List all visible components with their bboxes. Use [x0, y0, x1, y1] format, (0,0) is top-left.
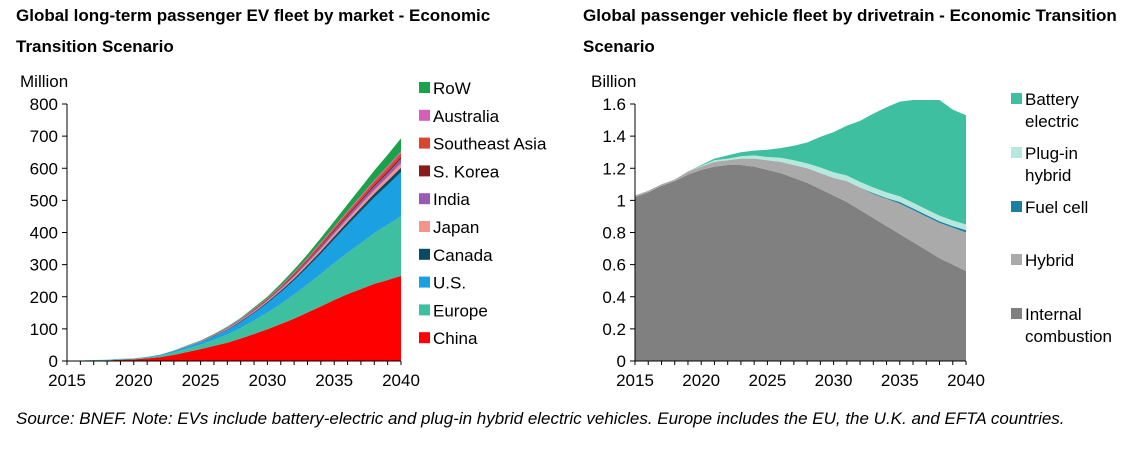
legend-swatch-india — [419, 193, 430, 205]
legend-label-battery-electric: Battery — [1025, 90, 1079, 109]
legend-swatch-fuel-cell — [1011, 201, 1022, 212]
legend-label-plug-in-hybrid: hybrid — [1025, 166, 1071, 185]
legend-label-internal-combustion: combustion — [1025, 327, 1112, 346]
x-tick-label: 2015 — [48, 371, 86, 390]
x-tick-label: 2035 — [315, 371, 353, 390]
legend-swatch-plug-in-hybrid — [1011, 147, 1022, 158]
y-tick-label: 700 — [30, 127, 58, 146]
y-tick-label: 1 — [617, 191, 626, 210]
legend-label-japan: Japan — [433, 218, 479, 237]
legend-label-battery-electric: electric — [1025, 112, 1079, 131]
area-series-battery-electric — [635, 99, 966, 225]
area-series-china — [67, 275, 401, 361]
x-tick-label: 2030 — [248, 371, 286, 390]
source-note: Source: BNEF. Note: EVs include battery-… — [16, 409, 1065, 428]
y-tick-label: 800 — [30, 95, 58, 114]
legend-label-canada: Canada — [433, 246, 493, 265]
legend-swatch-row — [419, 82, 430, 93]
x-tick-label: 2030 — [815, 371, 853, 390]
legend-label-internal-combustion: Internal — [1025, 305, 1082, 324]
legend-swatch-australia — [419, 109, 430, 121]
area-series-hybrid — [635, 158, 966, 272]
right-chart-title: Global passenger vehicle fleet by drivet… — [583, 6, 1117, 56]
y-tick-label: 300 — [30, 256, 58, 275]
legend-swatch-china — [419, 332, 430, 344]
y-tick-label: 0 — [617, 352, 626, 371]
right-y-unit-label: Billion — [591, 72, 637, 91]
x-tick-label: 2020 — [115, 371, 153, 390]
legend-swatch-internal-combustion — [1011, 308, 1022, 319]
y-tick-label: 200 — [30, 288, 58, 307]
legend-label-plug-in-hybrid: Plug-in — [1025, 144, 1078, 163]
legend-label-china: China — [433, 329, 478, 348]
y-tick-label: 0.8 — [602, 224, 626, 243]
legend-label-europe: Europe — [433, 301, 488, 320]
x-tick-label: 2040 — [382, 371, 420, 390]
x-tick-label: 2040 — [947, 371, 985, 390]
legend-label-southeast-asia: Southeast Asia — [433, 135, 547, 154]
x-tick-label: 2020 — [682, 371, 720, 390]
y-tick-label: 600 — [30, 159, 58, 178]
legend-label-row: RoW — [433, 79, 471, 98]
legend-label-fuel-cell: Fuel cell — [1025, 198, 1088, 217]
legend-label-hybrid: Hybrid — [1025, 251, 1074, 270]
x-tick-label: 2035 — [881, 371, 919, 390]
legend-swatch-u-s — [419, 276, 430, 288]
left-y-unit-label: Million — [20, 72, 69, 91]
left-chart-title: Global long-term passenger EV fleet by m… — [16, 6, 491, 56]
legend-label-australia: Australia — [433, 107, 500, 126]
y-tick-label: 1.2 — [602, 159, 626, 178]
area-series-internal-combustion — [635, 165, 966, 361]
legend-label-s-korea: S. Korea — [433, 162, 500, 181]
legend-swatch-battery-electric — [1011, 93, 1022, 104]
legend-swatch-canada — [419, 248, 430, 260]
legend-label-u-s: U.S. — [433, 274, 466, 293]
y-tick-label: 500 — [30, 191, 58, 210]
y-tick-label: 0.6 — [602, 256, 626, 275]
legend-swatch-europe — [419, 304, 430, 316]
x-tick-label: 2015 — [616, 371, 654, 390]
legend-swatch-s-korea — [419, 165, 430, 177]
y-tick-label: 0 — [49, 352, 58, 371]
legend-swatch-japan — [419, 221, 430, 232]
x-tick-label: 2025 — [182, 371, 220, 390]
x-tick-label: 2025 — [748, 371, 786, 390]
y-tick-label: 400 — [30, 224, 58, 243]
y-tick-label: 0.4 — [602, 288, 626, 307]
y-tick-label: 1.6 — [602, 95, 626, 114]
y-tick-label: 1.4 — [602, 127, 626, 146]
legend-swatch-southeast-asia — [419, 137, 430, 149]
area-series-europe — [67, 216, 401, 361]
legend-label-india: India — [433, 190, 470, 209]
y-tick-label: 100 — [30, 320, 58, 339]
legend-swatch-hybrid — [1011, 254, 1022, 265]
y-tick-label: 0.2 — [602, 320, 626, 339]
